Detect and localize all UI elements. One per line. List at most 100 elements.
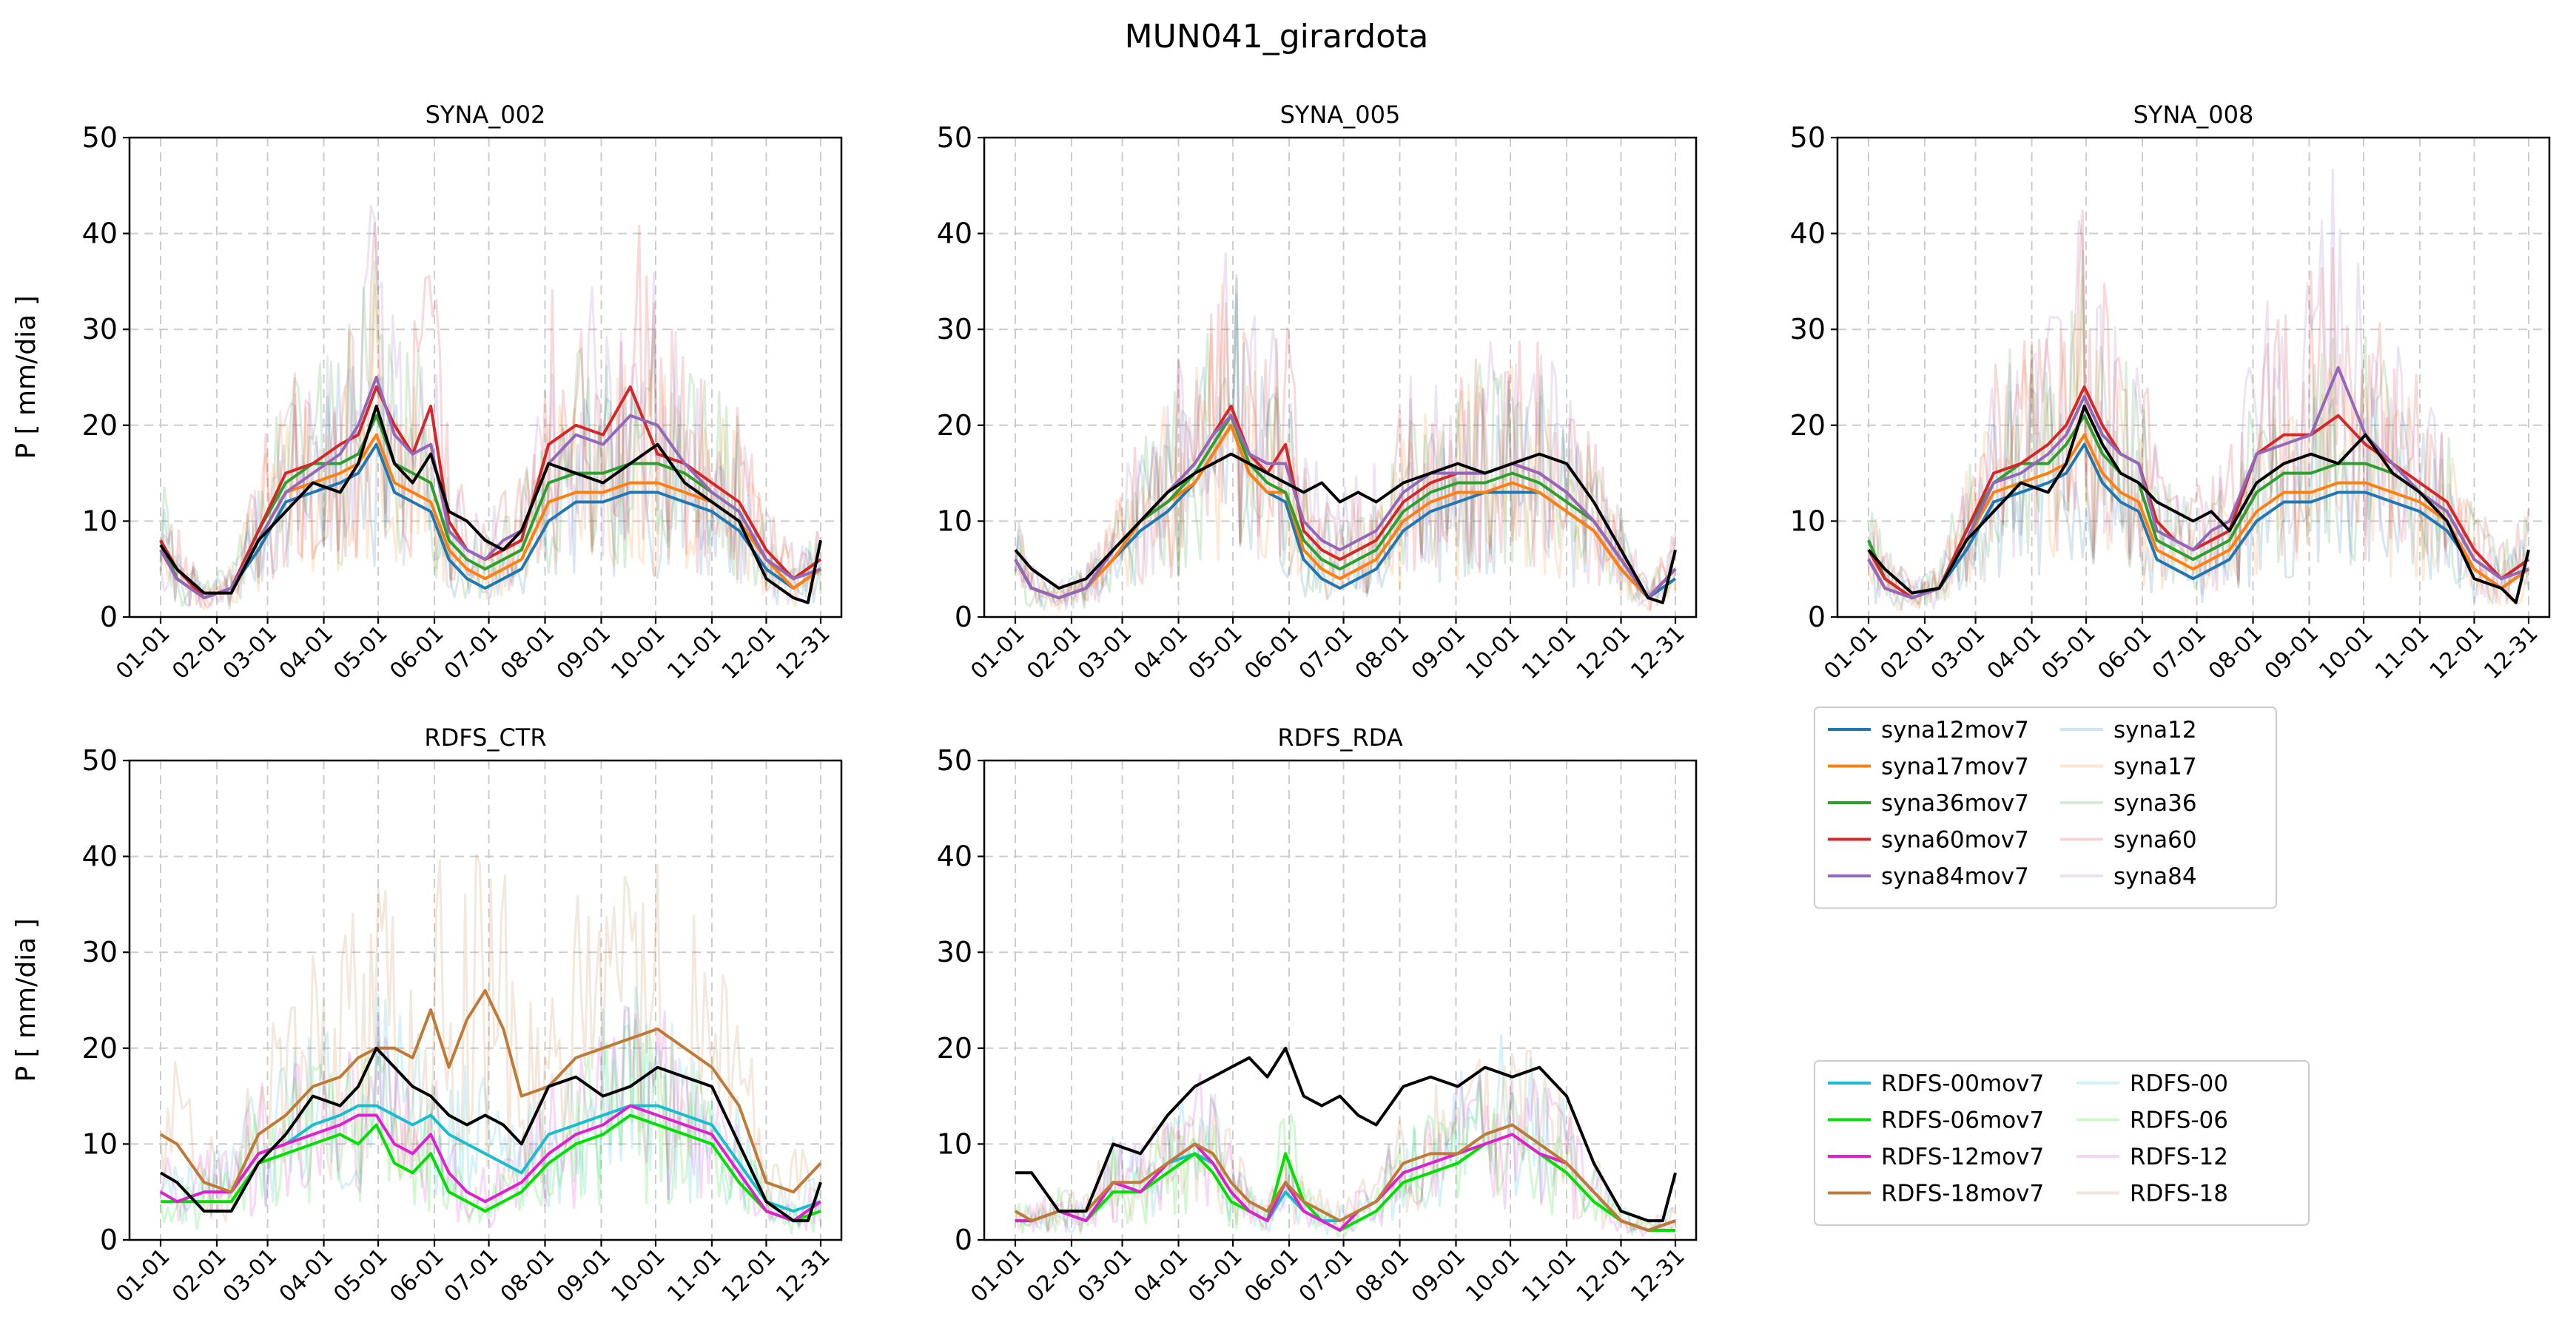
legend-rdfs: RDFS-00mov7 RDFS-06mov7 RDFS-12mov7 RDFS-18… (1814, 1060, 2310, 1226)
legend-box (1814, 1060, 2310, 1226)
panel-title: SYNA_008 (2133, 101, 2254, 129)
x-tick-label: 07-01 (440, 1244, 503, 1307)
y-tick-label: 10 (82, 505, 118, 537)
series-line-observed (1867, 404, 2530, 604)
daily-trace-syna84mov7 (1014, 252, 1677, 610)
x-tick-label: 12-01 (1572, 621, 1635, 684)
x-tick-label: 01-01 (966, 1244, 1029, 1307)
x-tick-label: 06-01 (385, 621, 448, 684)
x-tick-label: 12-01 (717, 621, 781, 684)
legend-label-RDFS-18mov7: RDFS-18mov7 (1881, 1181, 2044, 1207)
x-tick-label: 10-01 (1461, 621, 1524, 684)
chart-panel-2: SYNA_0050102030405001-0102-0103-0104-010… (937, 101, 1698, 684)
y-tick-label: 50 (1790, 121, 1826, 154)
y-tick-label: 40 (937, 840, 972, 873)
x-tick-label: 08-01 (1351, 1244, 1414, 1307)
x-tick-label: 11-01 (2370, 621, 2434, 684)
legend-label-syna84: syna84 (2113, 863, 2197, 890)
series-line-syna84mov7 (1867, 366, 2529, 600)
x-tick-label: 04-01 (1129, 621, 1193, 684)
y-tick-label: 10 (1790, 505, 1826, 537)
y-tick-label: 30 (1790, 313, 1826, 345)
y-tick-label: 0 (100, 1224, 118, 1256)
x-tick-label: 04-01 (275, 621, 338, 684)
x-tick-label: 02-01 (167, 621, 231, 684)
series-line-RDFS-12mov7 (159, 1104, 822, 1223)
y-tick-label: 50 (937, 744, 972, 777)
panel-title: SYNA_005 (1280, 101, 1401, 129)
y-tick-label: 50 (82, 121, 118, 154)
legend-label-RDFS-12mov7: RDFS-12mov7 (1881, 1144, 2044, 1170)
x-tick-label: 09-01 (1407, 1244, 1470, 1307)
x-tick-label: 06-01 (2093, 621, 2156, 684)
x-tick-label: 10-01 (1461, 1244, 1524, 1307)
plot-frame (128, 759, 843, 1241)
x-tick-label: 12-01 (1572, 1244, 1635, 1307)
series-line-observed (159, 404, 822, 604)
x-tick-label: 08-01 (1351, 621, 1414, 684)
plot-frame (983, 759, 1698, 1241)
x-tick-label: 11-01 (662, 621, 726, 684)
x-tick-label: 01-01 (111, 621, 175, 684)
y-tick-label: 20 (1790, 409, 1826, 442)
series-line-observed (1015, 1046, 1677, 1223)
x-tick-label: 09-01 (2260, 621, 2324, 684)
series-line-syna17mov7 (1014, 423, 1677, 600)
series-line-syna17mov7 (1867, 433, 2530, 600)
x-tick-label: 06-01 (1240, 1244, 1303, 1307)
y-tick-label: 40 (82, 218, 118, 250)
daily-trace-RDFS-12mov7 (159, 1005, 822, 1232)
series-line-syna12mov7 (1867, 442, 2530, 600)
legend-label-RDFS-06: RDFS-06 (2130, 1107, 2228, 1134)
legend-label-syna12: syna12 (2113, 717, 2197, 744)
x-tick-label: 04-01 (1129, 1244, 1193, 1307)
y-tick-label: 20 (82, 409, 118, 442)
y-tick-label: 20 (937, 1032, 972, 1065)
daily-trace-RDFS-06mov7 (159, 1019, 822, 1235)
series-line-RDFS-18mov7 (159, 989, 822, 1194)
legend-label-RDFS-00mov7: RDFS-00mov7 (1881, 1070, 2044, 1097)
x-tick-label: 12-01 (717, 1244, 781, 1307)
x-tick-label: 01-01 (966, 621, 1029, 684)
legend-label-syna12mov7: syna12mov7 (1881, 717, 2029, 744)
x-tick-label: 12-01 (2425, 621, 2489, 684)
legend-label-syna17: syna17 (2113, 754, 2197, 780)
series-line-observed (159, 1046, 822, 1223)
x-tick-label: 03-01 (1073, 1244, 1137, 1307)
panel-title: RDFS_CTR (424, 724, 546, 752)
chart-panel-3: SYNA_0080102030405001-0102-0103-0104-010… (1790, 101, 2551, 684)
x-tick-label: 07-01 (1294, 621, 1358, 684)
x-tick-label: 01-01 (111, 1244, 175, 1307)
x-tick-label: 07-01 (2148, 621, 2211, 684)
x-tick-label: 12-31 (771, 1244, 835, 1307)
daily-trace-syna36mov7 (1014, 277, 1677, 611)
legend-label-RDFS-18: RDFS-18 (2130, 1181, 2228, 1207)
y-tick-label: 50 (82, 744, 118, 777)
y-tick-label: 30 (82, 936, 118, 968)
plot-frame (983, 136, 1698, 618)
y-tick-label: 10 (82, 1127, 118, 1160)
x-tick-label: 10-01 (2314, 621, 2378, 684)
x-tick-label: 05-01 (1183, 621, 1247, 684)
x-tick-label: 08-01 (496, 621, 559, 684)
chart-panel-4: RDFS_CTR0102030405001-0102-0103-0104-010… (11, 724, 843, 1307)
daily-trace-RDFS-06mov7 (1014, 1081, 1677, 1238)
series-line-RDFS-06mov7 (161, 1113, 821, 1223)
x-tick-label: 03-01 (1926, 621, 1990, 684)
x-tick-label: 10-01 (606, 621, 670, 684)
x-tick-label: 11-01 (662, 1244, 726, 1307)
plot-frame (1836, 136, 2551, 618)
x-tick-label: 01-01 (1819, 621, 1883, 684)
legend-label-RDFS-00: RDFS-00 (2130, 1070, 2228, 1097)
x-tick-label: 05-01 (329, 621, 392, 684)
y-axis-label: P [ mm/dia ] (11, 918, 41, 1082)
legend-label-syna60: syna60 (2113, 827, 2197, 854)
legend-label-syna84mov7: syna84mov7 (1881, 863, 2029, 890)
y-tick-label: 10 (937, 505, 972, 537)
y-tick-label: 0 (955, 601, 972, 633)
x-tick-label: 03-01 (218, 621, 282, 684)
y-tick-label: 50 (937, 121, 972, 154)
series-line-syna84mov7 (159, 376, 821, 600)
x-tick-label: 02-01 (167, 1244, 231, 1307)
